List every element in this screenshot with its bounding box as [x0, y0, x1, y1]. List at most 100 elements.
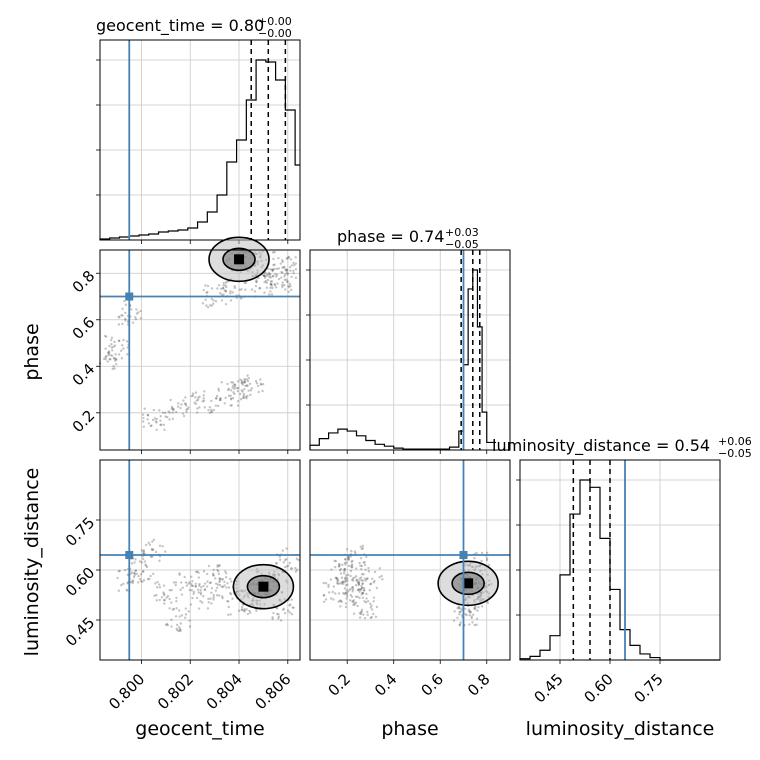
sample-point	[344, 578, 347, 581]
sample-point	[181, 412, 185, 415]
sample-point	[178, 626, 181, 629]
sample-point	[219, 398, 222, 402]
sample-point	[350, 566, 354, 569]
sample-point	[178, 573, 181, 576]
sample-point	[216, 287, 219, 290]
sample-point	[261, 389, 264, 393]
sample-point	[229, 394, 232, 397]
sample-point	[342, 582, 345, 586]
sample-point	[469, 610, 472, 614]
sample-point	[290, 567, 293, 570]
sample-point	[288, 282, 291, 286]
sample-point	[246, 374, 249, 377]
ylabel-luminosity-distance: luminosity_distance	[21, 468, 43, 657]
sample-point	[221, 577, 225, 581]
sample-point	[197, 571, 200, 574]
sample-point	[345, 561, 348, 564]
sample-point	[366, 610, 369, 614]
sample-point	[255, 280, 258, 284]
sample-point	[361, 582, 364, 586]
sample-point	[185, 584, 189, 587]
sample-point	[344, 580, 347, 583]
sample-point	[254, 284, 258, 288]
sample-point	[372, 581, 375, 584]
sample-point	[212, 572, 215, 575]
sample-point	[357, 583, 360, 587]
sample-point	[459, 610, 462, 614]
sample-point	[226, 382, 229, 386]
sample-point	[206, 284, 210, 288]
sample-point	[361, 596, 365, 599]
sample-point	[355, 579, 358, 582]
sample-point	[218, 564, 221, 567]
sample-point	[158, 559, 161, 562]
sample-point	[184, 402, 187, 406]
sample-point	[198, 582, 201, 586]
sample-point	[110, 346, 114, 349]
sample-point	[181, 586, 184, 590]
sample-point	[359, 611, 363, 614]
sample-point	[346, 590, 350, 593]
sample-point	[194, 585, 197, 588]
sample-point	[353, 550, 357, 553]
sample-point	[139, 309, 142, 313]
sample-point	[164, 623, 168, 627]
sample-point	[163, 411, 167, 415]
sample-point	[152, 572, 155, 575]
sample-point	[169, 398, 172, 402]
sample-point	[155, 417, 159, 421]
sample-point	[346, 579, 349, 582]
sample-point	[170, 601, 173, 604]
sample-point	[350, 560, 353, 563]
sample-point	[139, 579, 143, 583]
sample-point	[212, 574, 216, 577]
sample-point	[288, 561, 291, 565]
sample-point	[171, 417, 175, 421]
sample-point	[229, 593, 233, 596]
sample-point	[333, 559, 336, 562]
sample-point	[344, 605, 348, 609]
sample-point	[356, 595, 359, 598]
sample-point	[358, 616, 362, 619]
sample-point	[107, 350, 111, 353]
sample-point	[223, 584, 226, 587]
sample-point	[295, 568, 299, 572]
sample-point	[343, 561, 347, 565]
sample-point	[268, 275, 271, 279]
sample-point	[351, 590, 354, 593]
sample-point	[168, 607, 171, 610]
sample-point	[354, 601, 358, 604]
sample-point	[114, 353, 117, 356]
sample-point	[231, 381, 235, 384]
sample-point	[284, 288, 287, 291]
sample-point	[210, 408, 213, 412]
sample-point	[212, 598, 215, 601]
sample-point	[216, 565, 219, 568]
sample-point	[355, 578, 359, 582]
sample-point	[267, 273, 270, 277]
sample-point	[241, 383, 245, 386]
sample-point	[357, 582, 361, 585]
sample-point	[242, 396, 245, 399]
sample-point	[184, 613, 188, 616]
sample-point	[334, 576, 338, 579]
title-geocent-time: geocent_time = 0.80	[96, 16, 264, 36]
sample-point	[360, 547, 363, 551]
tick-label-y: 0.4	[69, 360, 99, 390]
sample-point	[202, 584, 205, 588]
sample-point	[243, 387, 246, 391]
sample-point	[104, 355, 108, 358]
sample-point	[332, 598, 335, 601]
sample-point	[351, 588, 355, 591]
sample-point	[277, 256, 280, 260]
sample-point	[224, 570, 227, 573]
sample-point	[163, 602, 166, 605]
sample-point	[324, 598, 328, 601]
sample-point	[286, 280, 289, 283]
sample-point	[359, 556, 363, 560]
sample-point	[328, 591, 331, 594]
sample-point	[163, 598, 166, 602]
sample-point	[132, 575, 136, 579]
sample-point	[360, 586, 364, 590]
sample-point	[154, 582, 157, 585]
